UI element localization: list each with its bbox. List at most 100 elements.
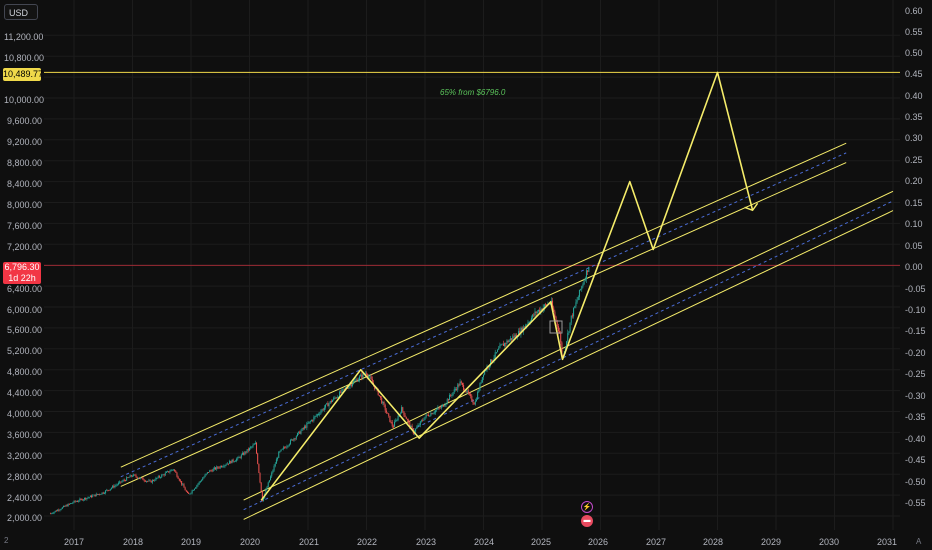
candle-body (282, 447, 284, 449)
candle-body (391, 422, 393, 427)
candle-body (183, 484, 185, 488)
flash-event-icon[interactable]: ⚡ (581, 501, 593, 513)
candle-body (211, 470, 213, 472)
right-axis-tick: 0.30 (905, 133, 923, 143)
candle-body (402, 407, 404, 412)
left-axis-tick: 5,600.00 (6, 325, 42, 335)
candle-body (445, 403, 447, 406)
candle-body (112, 485, 114, 488)
candle-body (156, 477, 158, 479)
candle-body (535, 311, 537, 314)
candle-body (185, 490, 187, 492)
candle-body (89, 495, 91, 498)
candle-body (429, 415, 431, 417)
candle-body (584, 279, 586, 281)
candle-body (170, 469, 172, 472)
candle-body (79, 498, 81, 501)
candle-body (109, 488, 111, 491)
candle-body (416, 427, 418, 429)
candle-body (232, 459, 234, 462)
candle-body (395, 420, 397, 422)
candle-body (358, 376, 360, 380)
candle-body (461, 383, 463, 385)
candle-body (215, 467, 217, 470)
time-axis-tick: 2025 (530, 537, 552, 547)
candle-body (219, 466, 221, 468)
candle-body (387, 412, 389, 414)
candle-body (574, 306, 576, 308)
candle-body (161, 474, 163, 478)
right-axis-tick: 0.25 (905, 155, 923, 165)
candle-body (543, 304, 545, 308)
candle-body (229, 461, 231, 464)
candle-body (405, 416, 407, 420)
candle-body (569, 322, 571, 332)
candle-body (497, 349, 499, 353)
candle-body (335, 397, 337, 399)
right-axis-tick: -0.05 (905, 284, 926, 294)
candle-body (408, 419, 410, 422)
candle-body (274, 463, 276, 466)
candle-body (356, 379, 358, 382)
candle-body (533, 314, 535, 316)
candle-body (100, 494, 102, 495)
candle-body (268, 480, 270, 483)
candle-body (424, 416, 426, 420)
candle-body (222, 466, 224, 468)
candle-body (575, 302, 577, 307)
candle-body (151, 480, 153, 483)
candle-body (459, 381, 461, 386)
us-flag-event-icon[interactable]: ▬ (581, 515, 593, 527)
right-axis-tick: -0.55 (905, 498, 926, 508)
candle-body (556, 320, 558, 327)
candle-body (295, 436, 297, 439)
candle-body (333, 397, 335, 401)
channel-lower-line (243, 210, 894, 520)
candle-body (308, 421, 310, 424)
candle-body (189, 493, 191, 495)
candle-body (410, 425, 412, 427)
candle-body (205, 473, 207, 475)
candle-body (465, 391, 467, 393)
candle-body (573, 307, 575, 317)
candle-body (339, 391, 341, 397)
right-axis-tick: -0.20 (905, 348, 926, 358)
candle-body (294, 438, 296, 440)
candle-body (52, 513, 54, 514)
candle-body (270, 476, 272, 481)
candle-body (342, 388, 344, 390)
currency-button[interactable]: USD (4, 4, 38, 20)
right-axis-tick: -0.45 (905, 455, 926, 465)
candle-body (349, 384, 351, 387)
candle-body (99, 494, 101, 495)
right-axis-tick: 0.50 (905, 48, 923, 58)
candle-body (494, 352, 496, 358)
candle-body (162, 474, 164, 476)
candle-body (347, 388, 349, 389)
candle-body (158, 476, 160, 478)
target-annotation: 65% from $6796.0 (440, 88, 506, 97)
candle-body (293, 438, 295, 441)
time-axis-tick: 2027 (645, 537, 667, 547)
candle-body (51, 513, 53, 515)
candle-body (60, 508, 62, 510)
candle-body (456, 389, 458, 390)
candle-body (504, 343, 506, 346)
candle-body (177, 476, 179, 479)
auto-scale-button[interactable]: A (916, 537, 922, 546)
candle-body (560, 333, 562, 343)
candle-body (457, 384, 459, 390)
time-axis-tick: 2023 (415, 537, 437, 547)
channel-mid-line (243, 200, 894, 511)
candle-body (312, 420, 314, 421)
candle-body (512, 336, 514, 340)
candle-body (106, 489, 108, 491)
candle-body (528, 322, 530, 324)
candle-body (401, 407, 403, 414)
candle-body (399, 413, 401, 415)
candle-body (202, 478, 204, 481)
candle-body (521, 327, 523, 332)
candle-body (133, 474, 135, 477)
candle-body (321, 409, 323, 412)
